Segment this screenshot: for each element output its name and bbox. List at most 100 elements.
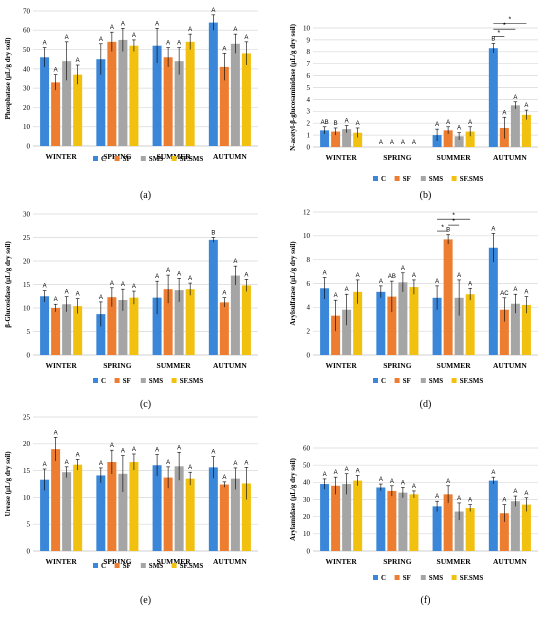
bar-sms-autumn (510, 501, 520, 551)
bar-c-spring (376, 487, 386, 551)
y-tick-label: 20 (303, 513, 311, 521)
bar-sf-autumn (219, 66, 229, 146)
bar-sf-summer (163, 477, 173, 551)
legend-label: C (381, 574, 386, 582)
legend-label: SF (123, 377, 131, 385)
bar-c-spring (96, 314, 106, 355)
bar-sms-summer (174, 61, 184, 147)
legend-label: SMS (429, 175, 444, 183)
bar-sf-winter (331, 131, 341, 147)
y-axis-label: β-Glucosidase (μL/g dry soil) (4, 241, 12, 328)
y-tick-label: 60 (303, 444, 311, 452)
significance-letter: A (222, 291, 226, 297)
significance-letter: A (468, 498, 472, 504)
bar-sf-autumn (499, 513, 509, 551)
y-tick-label: 0 (307, 547, 311, 555)
y-tick-label: 5 (27, 328, 31, 336)
bar-c-summer (152, 45, 162, 146)
significance-letter: A (457, 126, 461, 132)
bar-sms-summer (174, 290, 184, 355)
y-tick-label: 15 (23, 281, 31, 289)
y-tick-label: 10 (303, 24, 311, 32)
significance-letter: A (121, 21, 125, 27)
legend-swatch-sf-sms (451, 378, 457, 383)
y-tick-label: 10 (23, 304, 31, 312)
significance-letter: A (244, 272, 248, 278)
panel-e: 0 5 10 15 20 25 Urease (μL/g dry soil) WINTER SP… (4, 413, 258, 606)
panel-a: 0 10 20 30 40 50 60 70 Phosphatase (μL/g dry soi… (4, 7, 258, 201)
significance-letter: A (233, 461, 237, 467)
significance-letter: A (412, 484, 416, 490)
legend-label: SF.SMS (460, 377, 484, 385)
category-label: SUMMER (437, 153, 472, 162)
significance-letter: A (233, 27, 237, 33)
significance-letter: A (244, 35, 248, 41)
legend-label: SMS (149, 562, 164, 570)
significance-letter: A (54, 430, 58, 436)
legend-label: SF.SMS (460, 574, 484, 582)
significance-letter: A (457, 496, 461, 502)
bar-sms-summer (454, 511, 464, 551)
bar-c-winter (40, 479, 50, 551)
significance-letter: A (65, 460, 69, 466)
category-label: SUMMER (437, 557, 472, 566)
bar-sf-sms-autumn (241, 53, 251, 146)
legend-swatch-sms (140, 563, 146, 568)
significance-letter: A (132, 284, 136, 290)
category-label: AUTUMN (493, 557, 527, 566)
significance-letter: A (345, 467, 349, 473)
legend-swatch-sf (114, 156, 120, 161)
bar-sms-spring (118, 300, 128, 355)
significance-letter: A (110, 25, 114, 31)
bar-sf-sms-spring (129, 297, 139, 355)
significance-letter: A (76, 58, 80, 64)
y-tick-label: 0 (27, 547, 31, 555)
bar-sf-sms-winter (353, 291, 363, 355)
panel-d: 0 2 4 6 8 10 12 Arylsulfatase (μL/g dry soil) WI… (289, 208, 538, 410)
legend-label: SMS (149, 377, 164, 385)
significance-letter: AC (500, 291, 509, 297)
panel-b: 0 1 2 3 4 5 6 7 8 9 10 N-acetyl-β-glucosaminidase (… (289, 17, 538, 201)
y-tick-label: 3 (307, 108, 311, 116)
y-tick-label: 40 (23, 65, 31, 73)
bar-sf-sms-spring (409, 287, 419, 355)
significance-letter: A (323, 271, 327, 277)
significance-letter: A (524, 103, 528, 109)
significance-letter: A (43, 462, 47, 468)
significance-letter: A (155, 274, 159, 280)
significance-letter: A (502, 110, 506, 116)
category-label: SPRING (383, 153, 412, 162)
category-label: SPRING (383, 361, 412, 370)
legend-label: SF.SMS (180, 562, 204, 570)
bar-sf-spring (107, 41, 117, 146)
significance-letter: A (412, 273, 416, 279)
legend-label: C (101, 377, 106, 385)
significance-letter: A (188, 465, 192, 471)
bar-sms-winter (342, 484, 352, 551)
significance-letter: A (132, 33, 136, 39)
y-tick-label: 70 (23, 7, 31, 15)
category-label: SPRING (103, 361, 132, 370)
y-tick-label: 4 (307, 96, 311, 104)
significance-star: * (441, 225, 444, 232)
legend-swatch-sms (420, 176, 426, 181)
y-tick-label: 30 (23, 85, 31, 93)
y-tick-label: 40 (303, 479, 311, 487)
significance-star: * (452, 219, 455, 226)
legend-swatch-c (373, 176, 378, 181)
y-tick-label: 10 (303, 232, 311, 240)
significance-letter: B (446, 228, 450, 234)
legend-label: SF (123, 562, 131, 570)
significance-letter: A (166, 460, 170, 466)
y-tick-label: 25 (23, 234, 31, 242)
significance-letter: A (468, 120, 472, 126)
significance-letter: AB (388, 274, 396, 280)
significance-letter: A (43, 41, 47, 47)
y-tick-label: 0 (27, 142, 31, 150)
bar-sf-sms-autumn (241, 483, 251, 551)
significance-letter: A (188, 27, 192, 33)
bar-sf-winter (51, 82, 61, 146)
significance-letter: A (356, 273, 360, 279)
legend-label: C (381, 175, 386, 183)
bar-sms-autumn (510, 303, 520, 355)
